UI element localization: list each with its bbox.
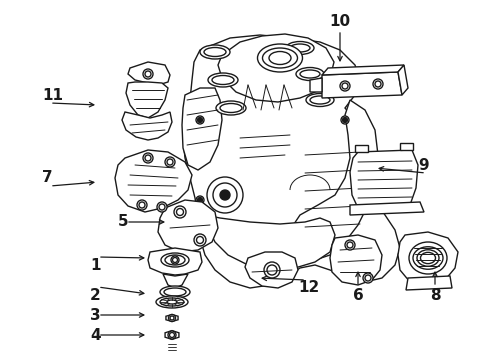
- Polygon shape: [398, 65, 408, 95]
- Circle shape: [194, 234, 206, 246]
- Circle shape: [220, 190, 230, 200]
- Circle shape: [171, 256, 179, 264]
- Polygon shape: [310, 78, 322, 92]
- Ellipse shape: [258, 44, 302, 72]
- Text: 8: 8: [430, 288, 441, 302]
- Polygon shape: [398, 232, 458, 285]
- Polygon shape: [350, 202, 424, 215]
- Circle shape: [341, 116, 349, 124]
- Text: 7: 7: [42, 171, 52, 185]
- Circle shape: [168, 331, 176, 339]
- Circle shape: [343, 117, 347, 122]
- Ellipse shape: [160, 286, 190, 298]
- Polygon shape: [158, 200, 218, 252]
- Polygon shape: [355, 145, 368, 152]
- Polygon shape: [406, 276, 452, 290]
- Circle shape: [169, 315, 175, 321]
- Polygon shape: [182, 88, 222, 170]
- Circle shape: [336, 256, 344, 264]
- Text: 6: 6: [353, 288, 364, 302]
- Circle shape: [340, 81, 350, 91]
- Polygon shape: [322, 65, 404, 75]
- Polygon shape: [218, 34, 334, 102]
- Ellipse shape: [161, 253, 189, 267]
- Polygon shape: [166, 315, 178, 321]
- Polygon shape: [115, 150, 192, 212]
- Polygon shape: [126, 82, 168, 118]
- Text: 1: 1: [90, 257, 100, 273]
- Ellipse shape: [208, 73, 238, 87]
- Text: 9: 9: [418, 158, 429, 172]
- Polygon shape: [128, 62, 170, 85]
- Circle shape: [197, 117, 202, 122]
- Polygon shape: [400, 143, 413, 150]
- Circle shape: [264, 262, 280, 278]
- Text: 4: 4: [90, 328, 100, 342]
- Circle shape: [137, 200, 147, 210]
- Circle shape: [143, 153, 153, 163]
- Polygon shape: [290, 100, 378, 260]
- Circle shape: [165, 157, 175, 167]
- Polygon shape: [330, 235, 382, 285]
- Circle shape: [363, 273, 373, 283]
- Circle shape: [196, 196, 204, 204]
- Circle shape: [338, 257, 343, 262]
- Circle shape: [174, 206, 186, 218]
- Polygon shape: [122, 112, 172, 140]
- Polygon shape: [350, 150, 418, 208]
- Text: 2: 2: [90, 288, 101, 302]
- Circle shape: [345, 240, 355, 250]
- Ellipse shape: [216, 101, 246, 115]
- Text: 10: 10: [329, 14, 350, 30]
- Polygon shape: [205, 215, 335, 270]
- Polygon shape: [322, 72, 402, 98]
- Circle shape: [143, 69, 153, 79]
- Ellipse shape: [296, 68, 324, 81]
- Ellipse shape: [200, 45, 230, 59]
- Circle shape: [157, 202, 167, 212]
- Ellipse shape: [156, 296, 188, 308]
- Circle shape: [197, 198, 202, 202]
- Polygon shape: [165, 330, 179, 339]
- Circle shape: [373, 79, 383, 89]
- Circle shape: [207, 177, 243, 213]
- Ellipse shape: [286, 41, 314, 54]
- Circle shape: [196, 116, 204, 124]
- Text: 11: 11: [42, 87, 63, 103]
- Polygon shape: [163, 274, 188, 288]
- Polygon shape: [245, 252, 298, 288]
- Text: 3: 3: [90, 307, 100, 323]
- Polygon shape: [148, 248, 202, 275]
- Ellipse shape: [306, 94, 334, 107]
- Text: 5: 5: [118, 215, 128, 230]
- Ellipse shape: [409, 242, 447, 274]
- Text: 12: 12: [298, 280, 319, 296]
